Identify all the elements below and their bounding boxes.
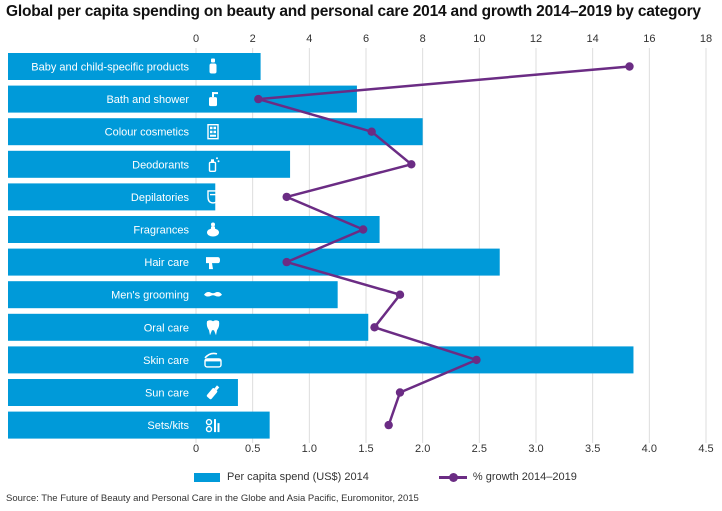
chart-title: Global per capita spending on beauty and… xyxy=(6,3,701,20)
category-box xyxy=(8,53,196,80)
top-tick-label: 12 xyxy=(530,33,542,45)
bottom-tick-label: 0 xyxy=(193,443,199,455)
category-box xyxy=(8,150,196,178)
growth-line xyxy=(257,65,630,426)
bar xyxy=(196,313,369,341)
bar xyxy=(196,411,270,439)
bar xyxy=(196,379,238,406)
top-axis-ticks: 0 2 4 6 8 10 12 14 16 18 xyxy=(193,33,712,45)
bar-series xyxy=(196,53,634,439)
cream-jar-icon xyxy=(204,352,222,368)
category-box xyxy=(8,118,196,146)
top-tick-label: 0 xyxy=(193,33,199,45)
category-label: Hair care xyxy=(144,257,189,269)
top-tick-label: 16 xyxy=(643,33,655,45)
growth-point xyxy=(384,420,393,430)
category-label: Fragrances xyxy=(133,225,189,237)
category-labels: Baby and child-specific products Bath and… xyxy=(8,53,196,439)
category-box xyxy=(8,346,196,374)
source-note: Source: The Future of Beauty and Persona… xyxy=(6,493,419,504)
category-label: Sets/kits xyxy=(147,420,189,432)
top-tick-label: 14 xyxy=(587,33,599,45)
top-tick-label: 10 xyxy=(473,33,485,45)
top-tick-label: 6 xyxy=(363,33,369,45)
bottom-tick-label: 4.5 xyxy=(698,443,713,455)
legend: Per capita spend (US$) 2014 % growth 201… xyxy=(194,471,577,483)
bottom-tick-label: 3.0 xyxy=(528,443,543,455)
category-box xyxy=(8,248,196,276)
category-box xyxy=(8,281,196,309)
category-box xyxy=(8,379,196,406)
category-label: Sun care xyxy=(145,388,189,400)
category-label: Baby and child-specific products xyxy=(31,62,189,74)
legend-bar-swatch xyxy=(194,472,220,482)
spray-can-icon xyxy=(208,157,220,173)
category-label: Deodorants xyxy=(132,159,189,171)
bar xyxy=(196,118,423,146)
category-box xyxy=(8,313,196,341)
soap-dispenser-icon xyxy=(209,92,218,107)
line-series xyxy=(254,62,634,430)
category-label: Men's grooming xyxy=(111,290,189,302)
growth-point xyxy=(254,94,263,104)
category-box xyxy=(8,183,196,211)
moustache-icon xyxy=(204,292,222,297)
top-tick-label: 8 xyxy=(420,33,426,45)
razor-cartridge-icon xyxy=(207,190,219,204)
legend-bar-label: Per capita spend (US$) 2014 xyxy=(227,471,369,483)
hair-dryer-icon xyxy=(206,257,220,270)
palette-icon xyxy=(207,123,219,140)
tooth-icon xyxy=(206,320,220,336)
growth-point xyxy=(395,290,405,299)
bottom-tick-label: 1.0 xyxy=(302,443,317,455)
category-label: Oral care xyxy=(144,322,189,334)
bar xyxy=(196,346,634,374)
category-box xyxy=(8,85,196,113)
bottom-tick-label: 3.5 xyxy=(585,443,600,455)
bottom-tick-label: 4.0 xyxy=(642,443,657,455)
growth-point xyxy=(358,225,368,234)
baby-bottle-icon xyxy=(209,58,217,74)
bottom-tick-label: 2.5 xyxy=(472,443,487,455)
bar xyxy=(196,53,261,80)
growth-point xyxy=(370,323,379,332)
legend-line-swatch xyxy=(438,472,467,482)
growth-point xyxy=(625,62,634,71)
growth-point xyxy=(282,257,291,267)
legend-line-label: % growth 2014–2019 xyxy=(472,471,577,483)
top-tick-label: 18 xyxy=(700,33,712,45)
top-tick-label: 4 xyxy=(306,33,312,45)
kit-icon xyxy=(205,418,220,433)
category-label: Depilatories xyxy=(131,192,190,204)
growth-point xyxy=(395,388,405,397)
bar xyxy=(196,248,500,276)
grid-lines xyxy=(195,48,707,443)
category-box xyxy=(8,411,196,439)
growth-point xyxy=(472,355,481,365)
bottom-axis-ticks: 0 0.5 1.0 1.5 2.0 2.5 3.0 3.5 4.0 4.5 xyxy=(193,443,714,455)
growth-point xyxy=(407,160,416,169)
perfume-bottle-icon xyxy=(207,222,219,237)
category-label: Skin care xyxy=(143,355,189,367)
bottom-tick-label: 2.0 xyxy=(415,443,430,455)
growth-point xyxy=(282,192,291,202)
top-tick-label: 2 xyxy=(250,33,256,45)
bottom-tick-label: 1.5 xyxy=(358,443,373,455)
bar xyxy=(196,183,216,211)
sunscreen-bottle-icon xyxy=(206,385,220,400)
category-box xyxy=(8,216,196,243)
bar xyxy=(196,150,291,178)
bar xyxy=(196,85,357,113)
category-label: Bath and shower xyxy=(106,94,189,106)
bottom-tick-label: 0.5 xyxy=(245,443,260,455)
category-label: Colour cosmetics xyxy=(105,127,190,139)
bar xyxy=(196,216,380,243)
growth-point xyxy=(367,127,376,136)
category-icons xyxy=(204,58,222,433)
